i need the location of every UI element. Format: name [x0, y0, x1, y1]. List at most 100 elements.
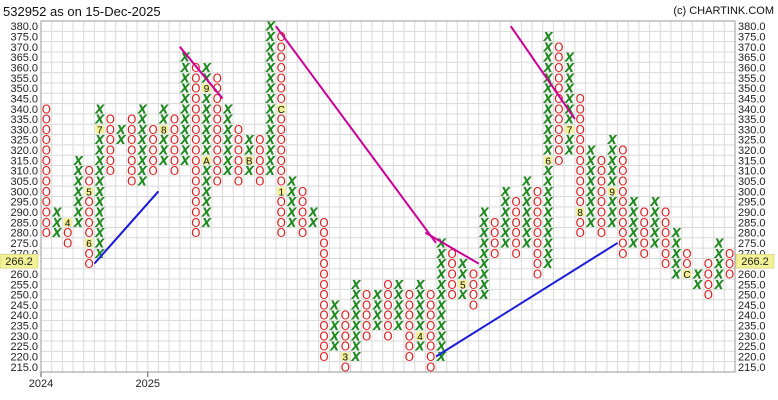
x-box: X [628, 216, 639, 230]
o-box: O [191, 216, 200, 230]
o-box: O [704, 288, 713, 302]
x-box: X [585, 195, 596, 209]
o-box: O [575, 175, 584, 189]
o-box: O [319, 278, 328, 292]
y-tick-label-left: 365.0 [10, 52, 38, 64]
o-box: O [704, 257, 713, 271]
o-box: O [277, 92, 286, 106]
o-box: O [618, 144, 627, 158]
o-box: O [42, 205, 51, 219]
o-box: O [597, 164, 606, 178]
plot-frame [40, 20, 736, 373]
x-box: X [543, 71, 554, 85]
x-box: X [201, 133, 212, 147]
month-marker-box [682, 269, 692, 279]
y-tick-label-right: 320.0 [738, 145, 766, 157]
x-box: X [671, 226, 682, 240]
resistance-trendline [424, 231, 480, 265]
o-box: O [42, 154, 51, 168]
o-box: O [533, 236, 542, 250]
o-box: O [362, 329, 371, 343]
x-box: X [73, 185, 84, 199]
x-box: X [265, 51, 276, 65]
x-box: X [436, 350, 447, 364]
x-box: X [244, 133, 255, 147]
x-box: X [265, 102, 276, 116]
o-box: O [426, 288, 435, 302]
x-box: X [649, 236, 660, 250]
x-box: X [180, 71, 191, 85]
y-tick-label-right: 220.0 [738, 352, 766, 364]
x-box: X [201, 61, 212, 75]
o-box: O [42, 102, 51, 116]
y-tick-label-right: 215.0 [738, 362, 766, 374]
y-tick-label-left: 230.0 [10, 331, 38, 343]
month-marker-box [84, 238, 94, 248]
o-box: O [191, 71, 200, 85]
o-box: O [575, 123, 584, 137]
o-box: O [575, 144, 584, 158]
x-box: X [585, 175, 596, 189]
o-box: O [575, 216, 584, 230]
o-box: O [597, 195, 606, 209]
month-marker-box [340, 352, 350, 361]
y-tick-label-left: 370.0 [10, 42, 38, 54]
x-box: X [350, 340, 361, 354]
o-box: O [533, 247, 542, 261]
o-box: O [575, 185, 584, 199]
o-box: O [426, 309, 435, 323]
x-box: X [564, 51, 575, 65]
support-trendline [435, 242, 619, 358]
o-box: O [383, 278, 392, 292]
x-box: X [265, 154, 276, 168]
o-box: O [298, 205, 307, 219]
o-box: O [191, 175, 200, 189]
x-box: X [671, 236, 682, 250]
x-box: X [158, 154, 169, 168]
x-box: X [543, 226, 554, 240]
o-box: O [319, 247, 328, 261]
o-box: O [554, 61, 563, 75]
x-box: X [543, 113, 554, 127]
month-marker-box [565, 125, 574, 134]
o-box: O [191, 164, 200, 178]
x-box: X [73, 154, 84, 168]
o-box: O [447, 267, 456, 281]
x-box: X [585, 205, 596, 219]
x-box: X [94, 144, 105, 158]
o-box: O [106, 133, 115, 147]
x-box: X [607, 144, 618, 158]
o-box: O [575, 226, 584, 240]
x-box: X [521, 226, 532, 240]
month-marker-box [575, 207, 585, 217]
o-box: O [170, 144, 179, 158]
x-box: X [265, 92, 276, 106]
month-marker: 4 [65, 218, 71, 229]
x-box: X [543, 92, 554, 106]
month-marker: 7 [97, 125, 103, 136]
x-box: X [713, 247, 724, 261]
x-box: X [500, 216, 511, 230]
o-box: O [640, 216, 649, 230]
y-tick-label-right: 315.0 [738, 155, 766, 167]
o-box: O [277, 51, 286, 65]
x-box: X [521, 175, 532, 189]
y-tick-label-right: 300.0 [738, 186, 766, 198]
y-tick-label-left: 220.0 [10, 352, 38, 364]
y-tick-label-left: 250.0 [10, 290, 38, 302]
o-box: O [405, 350, 414, 364]
o-box: O [106, 123, 115, 137]
month-marker-box [84, 187, 94, 196]
x-box: X [543, 175, 554, 189]
x-box: X [393, 298, 404, 312]
x-box: X [265, 30, 276, 44]
o-box: O [84, 175, 93, 189]
o-box: O [405, 288, 414, 302]
x-box: X [180, 144, 191, 158]
o-box: O [277, 164, 286, 178]
o-box: O [704, 267, 713, 281]
y-tick-label-left: 305.0 [10, 176, 38, 188]
x-box: X [372, 288, 383, 302]
x-box: X [649, 216, 660, 230]
o-box: O [554, 51, 563, 65]
